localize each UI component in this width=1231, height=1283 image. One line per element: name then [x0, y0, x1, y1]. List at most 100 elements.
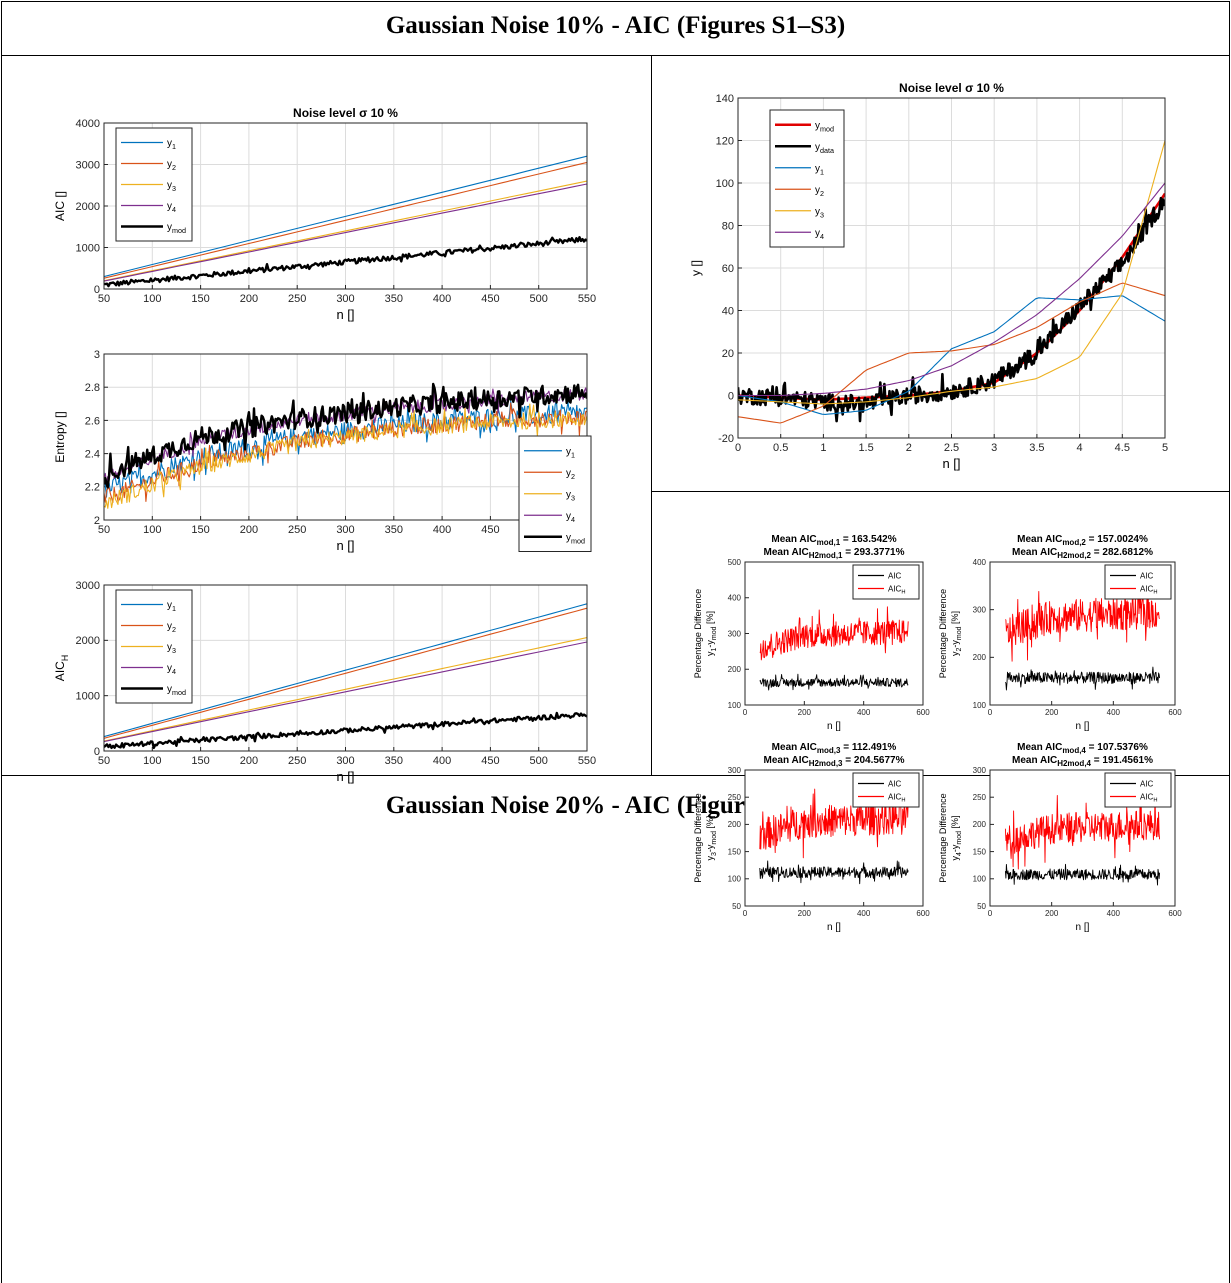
mean-label: Mean AIC — [771, 534, 816, 545]
series-line-y1 — [104, 603, 587, 738]
y-tick-label: 1000 — [76, 691, 100, 703]
mean-value: = 157.0024% — [1086, 534, 1148, 545]
y-tick-label: 1000 — [76, 242, 100, 254]
x-tick-label: 50 — [98, 293, 110, 305]
legend-label-y3: y3 — [566, 489, 575, 502]
x-tick-label: 200 — [1045, 708, 1059, 717]
x-tick-label: 150 — [191, 293, 209, 305]
legend-label-y3: y3 — [167, 180, 176, 193]
legend-label-y3-sub: 3 — [172, 184, 176, 193]
y-axis-label: Entropy [] — [53, 411, 67, 462]
legend-label-ymod-base: y — [566, 532, 571, 543]
mean-mean_aich-title: Mean AICH2mod,1 = 293.3771% — [764, 547, 905, 560]
chart-aich: 50 100 150 200 250 300 350 400 450 500 550 0 1000 200… — [53, 580, 596, 784]
legend-label-y2-base: y — [566, 468, 571, 479]
legend-label-y4-sub: 4 — [571, 515, 575, 524]
legend-label-y1: y1 — [167, 600, 176, 613]
mean-mean_aich-title: Mean AICH2mod,2 = 282.6812% — [1012, 547, 1153, 560]
legend-label-y1-sub: 1 — [820, 167, 824, 176]
y-label-mid: -y — [705, 640, 715, 648]
legend-label-y4-sub: 4 — [820, 232, 824, 241]
x-tick-label: 600 — [1168, 708, 1182, 717]
x-tick-label: 0.5 — [773, 442, 788, 454]
legend-label-ymod-base: y — [167, 222, 172, 233]
legend-label-y4-sub: 4 — [172, 205, 176, 214]
mean-value: = 107.5376% — [1086, 742, 1148, 753]
y-tick-label: 300 — [973, 766, 987, 775]
legend-label-y3-base: y — [167, 642, 172, 653]
legend-label-y2-sub: 2 — [571, 472, 575, 481]
legend-label-ymod-base: y — [167, 684, 172, 695]
legend-label-ymod-base: y — [815, 120, 820, 131]
legend-label-AICH-base: AIC — [888, 584, 902, 593]
y-tick-label: 400 — [728, 594, 742, 603]
y-label-unit: [%] — [950, 611, 960, 627]
legend-box — [1104, 564, 1172, 600]
legend-label-y4-base: y — [566, 511, 571, 522]
y-label-mid: -y — [950, 640, 960, 648]
legend-label-y3-sub: 3 — [571, 493, 575, 502]
legend-label-ymod-sub: mod — [172, 688, 186, 697]
x-tick-label: 150 — [191, 524, 209, 536]
mean-label: Mean AIC — [772, 742, 817, 753]
mean-sub: mod,3 — [817, 746, 841, 755]
y-tick-label: 0 — [94, 746, 100, 758]
axes-box — [744, 769, 924, 907]
frame-left — [1, 1, 2, 1283]
legend-label-y4: y4 — [566, 511, 575, 524]
legend-label-ymod: ymod — [167, 222, 186, 235]
y-label-unit: [%] — [950, 815, 960, 831]
y-tick-label: 3 — [94, 349, 100, 361]
legend-label-y1: y1 — [167, 138, 176, 151]
x-tick-label: 250 — [288, 524, 306, 536]
axes-box — [989, 769, 1176, 907]
legend-label-AICH-base: AIC — [1140, 792, 1154, 801]
axes-box — [737, 97, 1166, 439]
x-tick-label: 1.5 — [858, 442, 873, 454]
mean-label: Mean AIC — [1017, 742, 1062, 753]
x-tick-label: 4 — [1077, 442, 1083, 454]
x-axis-label: n [] — [336, 307, 354, 322]
y-label-idx: 1 — [711, 648, 718, 652]
legend-label-y2: y2 — [167, 621, 176, 634]
x-tick-label: 4.5 — [1115, 442, 1130, 454]
x-tick-label: 300 — [336, 293, 354, 305]
frame-right — [1229, 1, 1230, 1283]
y-label-unit: [%] — [705, 611, 715, 627]
x-tick-label: 450 — [481, 524, 499, 536]
legend-label-y1-sub: 1 — [571, 450, 575, 459]
mean-label: Mean AIC — [764, 547, 809, 558]
x-axis-label: n [] — [942, 456, 960, 471]
y-axis-label-bottom: y1-ymod [%] — [705, 611, 718, 656]
legend-label-y3-base: y — [566, 489, 571, 500]
y-axis-label-top: Percentage Difference — [693, 589, 703, 678]
x-tick-label: 250 — [288, 755, 306, 767]
legend-label-y3: y3 — [815, 206, 824, 219]
x-tick-label: 2.5 — [944, 442, 959, 454]
legend-label-AIC: AIC — [1140, 571, 1154, 580]
y-tick-label: 2.2 — [85, 482, 100, 494]
mean-sub: H2mod,1 — [809, 551, 843, 560]
x-tick-label: 0 — [743, 909, 748, 918]
x-tick-label: 200 — [240, 293, 258, 305]
legend-label-AIC: AIC — [888, 571, 902, 580]
mean-label: Mean AIC — [764, 755, 809, 766]
mean-mean_aic-title: Mean AICmod,2 = 157.0024% — [1017, 534, 1148, 547]
x-tick-label: 0 — [988, 909, 993, 918]
chart-aic: 50 100 150 200 250 300 350 400 450 500 550 0 1000 200… — [53, 106, 596, 322]
frame-row1-bottom — [1, 55, 1230, 56]
legend-label-y4-base: y — [167, 663, 172, 674]
legend-label-y1-base: y — [815, 163, 820, 174]
legend-label-y3-sub: 3 — [820, 210, 824, 219]
x-tick-label: 200 — [240, 755, 258, 767]
series-line-AICH — [1004, 791, 1161, 870]
y-tick-label: 60 — [722, 263, 734, 275]
legend-label-y1: y1 — [566, 446, 575, 459]
legend-box — [852, 772, 920, 808]
x-tick-label: 100 — [143, 755, 161, 767]
mean-value: = 191.4561% — [1091, 755, 1153, 766]
